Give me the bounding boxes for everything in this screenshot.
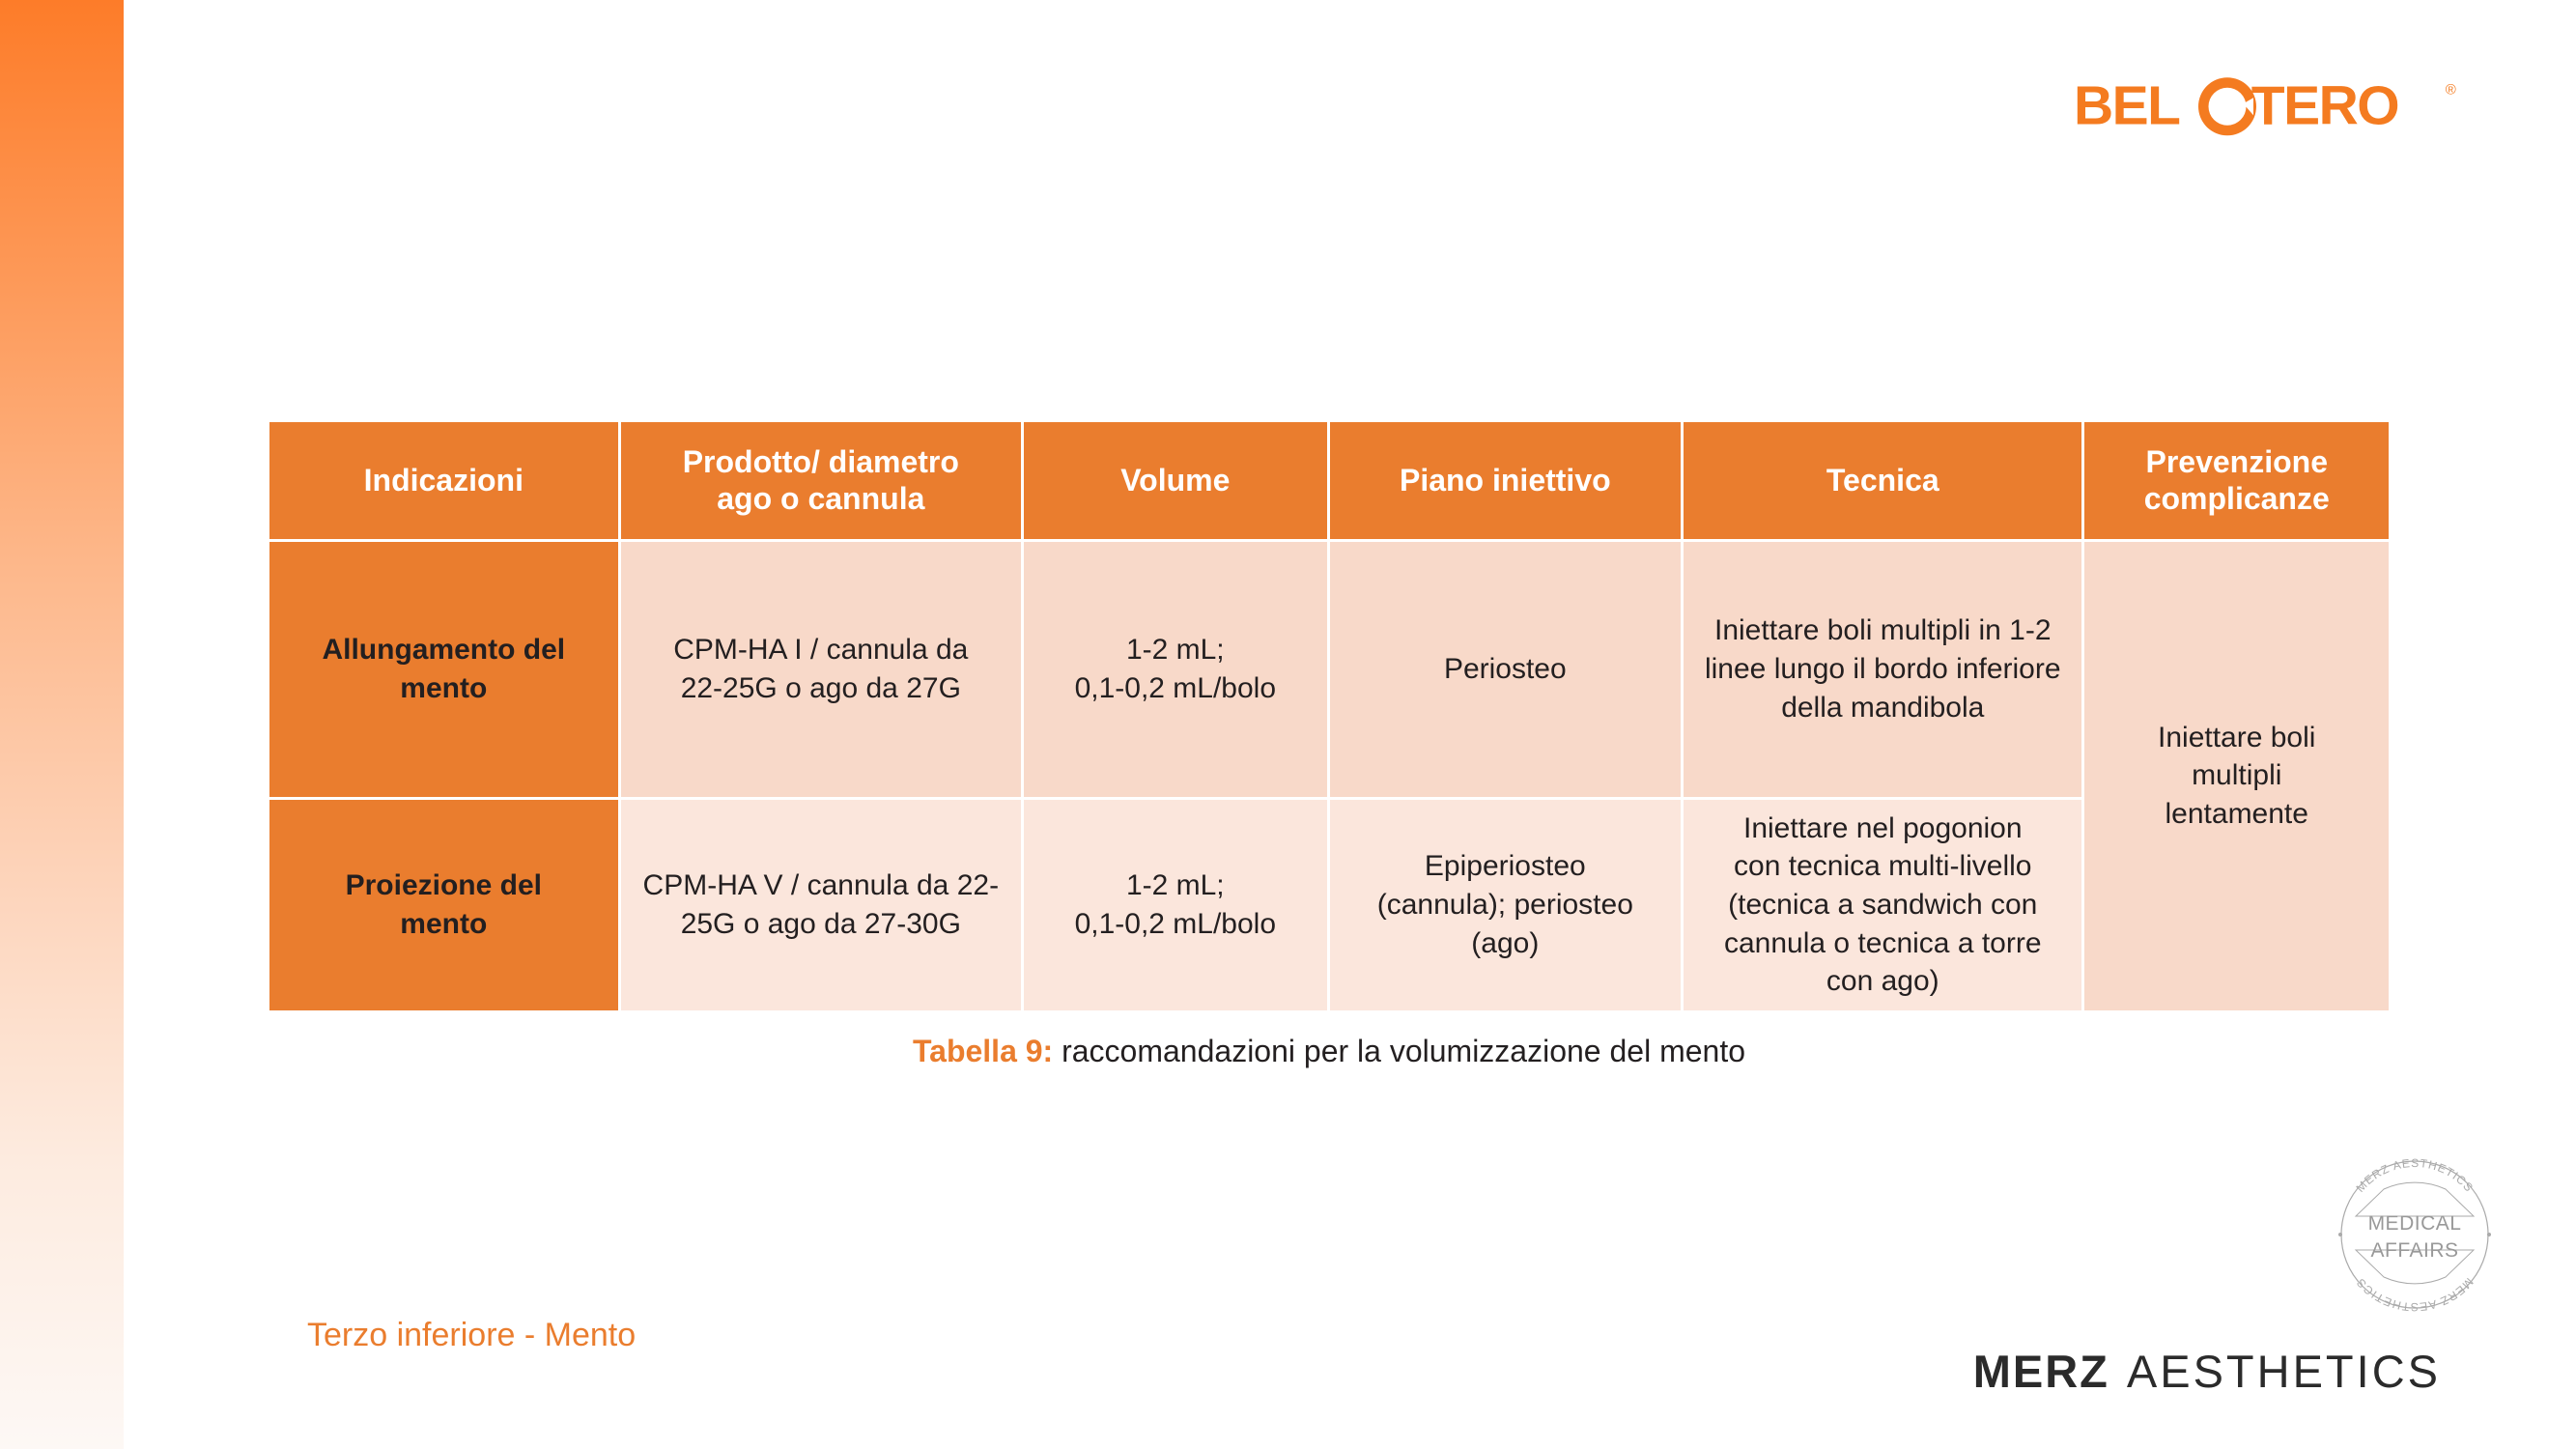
svg-text:®: ® [2446,82,2456,99]
svg-text:TERO: TERO [2251,75,2398,136]
svg-text:MERZ AESTHETICS: MERZ AESTHETICS [2353,1156,2476,1195]
svg-text:MEDICAL: MEDICAL [2368,1212,2462,1235]
svg-text:BEL: BEL [2074,75,2180,136]
svg-text:AFFAIRS: AFFAIRS [2370,1239,2458,1262]
svg-text:MERZ AESTHETICS: MERZ AESTHETICS [2353,1275,2476,1314]
